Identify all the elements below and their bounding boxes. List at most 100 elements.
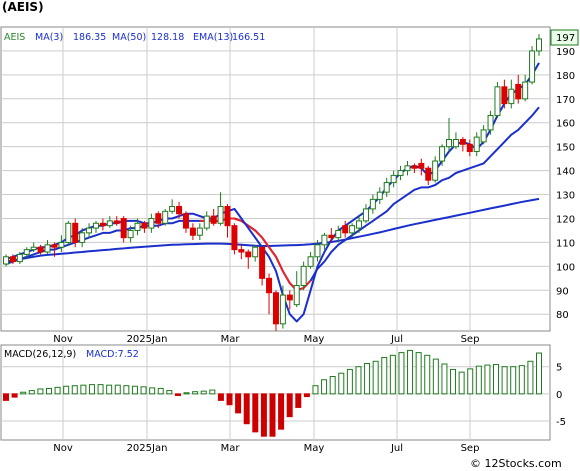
candle-body [418, 162, 425, 169]
price-y-tick-label: 110 [556, 238, 575, 249]
macd-bar [346, 368, 353, 395]
candle-body [321, 234, 328, 246]
macd-y-tick-label: 5 [556, 363, 562, 374]
candle-body [99, 222, 106, 227]
macd-bar [123, 385, 130, 395]
candle-body [266, 277, 273, 294]
candle-body [446, 139, 453, 148]
macd-x-tick-label: Sep [461, 443, 480, 454]
price-x-tick-label: Nov [53, 334, 73, 345]
ma50-series [5, 197, 540, 263]
macd-bar [338, 372, 345, 395]
macd-bar [28, 390, 35, 395]
macd-bar [467, 368, 474, 395]
price-y-tick-label: 150 [556, 143, 575, 154]
macd-bar [389, 354, 396, 395]
legend-ma50-value: 128.18 [151, 32, 184, 43]
macd-histogram [3, 349, 542, 437]
macd-bar [3, 393, 9, 401]
price-y-tick-label: 160 [556, 119, 575, 130]
macd-bar [432, 358, 439, 395]
candle-body [65, 222, 72, 243]
legend-symbol: AEIS [4, 32, 25, 43]
macd-bar [114, 384, 121, 395]
price-x-tick-label: Jul [390, 334, 403, 345]
candle-body [522, 81, 529, 100]
macd-bar [484, 364, 491, 395]
candle-body [141, 222, 148, 229]
macd-bar [88, 384, 95, 395]
candle-body [196, 227, 203, 236]
candlesticks [3, 34, 542, 331]
macd-bar [131, 385, 138, 395]
candle-body [92, 222, 99, 229]
macd-bar [321, 379, 328, 395]
price-panel [0, 26, 551, 332]
candle-body [51, 244, 58, 248]
candle-body [86, 227, 93, 234]
candle-body [342, 225, 349, 234]
price-y-tick-label: 100 [556, 262, 575, 273]
macd-bar [450, 368, 457, 395]
candle-body [113, 220, 120, 224]
last-price-value: 197 [556, 33, 575, 44]
legend-ema13-value: 166.51 [232, 32, 265, 43]
chart-title: (AEIS) [2, 0, 44, 14]
candle-body [217, 206, 224, 224]
macd-bar [312, 385, 319, 395]
macd-bar [260, 393, 267, 437]
candle-body [37, 246, 44, 253]
macd-x-tick-label: Nov [53, 443, 73, 454]
macd-bar [192, 391, 199, 395]
candle-body [245, 251, 252, 258]
candle-body [238, 249, 245, 253]
candle-body [162, 210, 169, 224]
macd-y-ticks: -5 0 5 [556, 363, 566, 428]
macd-bar [217, 393, 224, 401]
price-y-tick-label: 130 [556, 191, 575, 202]
macd-bar [475, 365, 482, 395]
macd-bar [252, 393, 259, 433]
price-y-tick-label: 80 [556, 310, 569, 321]
candle-body [466, 143, 473, 152]
candle-body [494, 86, 501, 117]
candle-body [404, 165, 411, 172]
macd-bar [37, 388, 44, 395]
candle-body [3, 256, 9, 265]
legend-ma3-label: MA(3) [35, 32, 63, 43]
macd-bar [166, 390, 173, 395]
macd-bar [518, 365, 525, 395]
macd-bar [527, 360, 534, 395]
candle-body [515, 83, 522, 100]
candle-body [300, 265, 307, 287]
price-y-tick-label: 180 [556, 71, 575, 82]
macd-bar [510, 366, 517, 395]
macd-bar [209, 389, 216, 395]
macd-x-tick-label: Jul [390, 443, 403, 454]
macd-bar [226, 393, 233, 406]
candle-body [30, 246, 37, 251]
macd-bar [200, 390, 207, 395]
price-x-tick-label: 2025Jan [127, 334, 168, 345]
legend-ma50-label: MA(50) [112, 32, 146, 43]
price-y-tick-label: 90 [556, 286, 569, 297]
candle-body [127, 229, 134, 239]
candle-body [369, 198, 376, 210]
candle-body [224, 206, 231, 227]
macd-bar [278, 393, 285, 430]
macd-bar [501, 366, 508, 395]
candle-body [487, 115, 494, 131]
copyright: © 12Stocks.com [470, 457, 562, 470]
macd-bar [269, 393, 276, 437]
candle-body [106, 220, 113, 227]
candle-body [473, 136, 480, 152]
macd-bar [71, 385, 78, 395]
candle-body [383, 182, 390, 193]
candle-body [120, 217, 127, 239]
macd-bar [536, 352, 542, 395]
macd-bar [286, 393, 293, 418]
macd-bar [407, 349, 414, 395]
macd-bar [149, 387, 156, 395]
macd-bar [11, 393, 18, 398]
